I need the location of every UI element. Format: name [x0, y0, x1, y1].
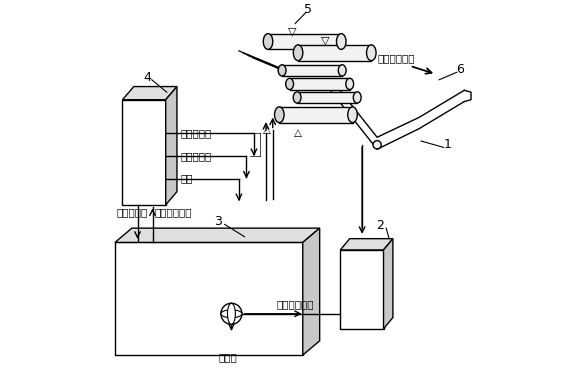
Ellipse shape — [336, 34, 346, 49]
Ellipse shape — [286, 78, 293, 89]
Polygon shape — [282, 65, 342, 76]
Text: △: △ — [294, 128, 302, 138]
Polygon shape — [115, 228, 319, 243]
Ellipse shape — [353, 92, 361, 103]
Ellipse shape — [221, 310, 242, 318]
Polygon shape — [290, 78, 350, 89]
Polygon shape — [298, 45, 371, 61]
Ellipse shape — [348, 107, 357, 123]
Ellipse shape — [346, 78, 354, 89]
Text: △: △ — [263, 125, 271, 136]
Polygon shape — [122, 86, 177, 100]
Text: ▽: ▽ — [288, 26, 297, 36]
Ellipse shape — [275, 107, 284, 123]
Ellipse shape — [264, 34, 273, 49]
Text: 4: 4 — [143, 70, 151, 84]
Ellipse shape — [293, 92, 301, 103]
Text: 中间辊弯辊: 中间辊弯辊 — [181, 151, 212, 161]
Text: 2: 2 — [376, 219, 384, 232]
Text: 工作辊弯辊: 工作辊弯辊 — [181, 128, 212, 138]
Polygon shape — [384, 239, 393, 329]
Text: 倾斜: 倾斜 — [181, 174, 193, 183]
Text: ▽: ▽ — [321, 35, 329, 45]
Polygon shape — [340, 239, 393, 250]
Polygon shape — [166, 86, 177, 205]
Polygon shape — [122, 100, 166, 205]
Polygon shape — [115, 243, 303, 355]
Text: 1: 1 — [444, 138, 451, 151]
Text: 3: 3 — [215, 215, 222, 228]
Text: 自动控制输出: 自动控制输出 — [154, 207, 192, 218]
Ellipse shape — [278, 65, 286, 76]
Polygon shape — [340, 250, 384, 329]
Circle shape — [373, 141, 381, 149]
Ellipse shape — [367, 45, 376, 61]
Ellipse shape — [293, 45, 303, 61]
Text: 实际板形信号: 实际板形信号 — [276, 299, 314, 309]
Text: 以太网: 以太网 — [218, 352, 237, 362]
Polygon shape — [279, 107, 353, 123]
Polygon shape — [268, 34, 341, 49]
Text: 带钢运动方向: 带钢运动方向 — [378, 53, 415, 63]
Polygon shape — [297, 92, 357, 103]
Circle shape — [221, 303, 242, 324]
Text: 平整机状态: 平整机状态 — [117, 207, 148, 218]
Text: 6: 6 — [456, 63, 465, 76]
Ellipse shape — [338, 65, 346, 76]
Ellipse shape — [227, 303, 236, 324]
Polygon shape — [303, 228, 319, 355]
Text: 5: 5 — [304, 3, 312, 16]
